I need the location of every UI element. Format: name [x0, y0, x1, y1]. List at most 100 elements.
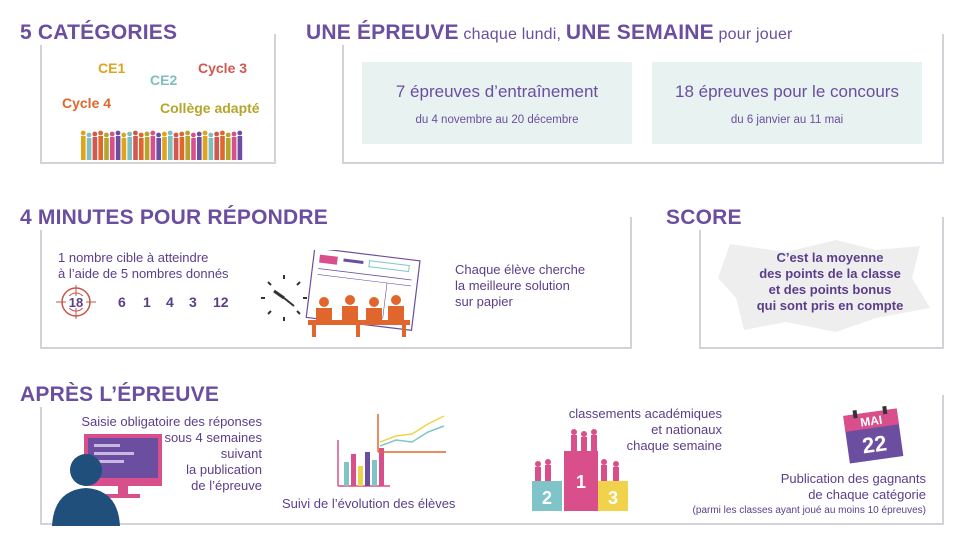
person-body: [121, 138, 127, 160]
person-head: [225, 132, 231, 138]
categories-title: 5 CATÉGORIES: [20, 21, 186, 45]
target-line2: à l’aide de 5 nombres donnés: [58, 266, 229, 281]
person-head: [92, 131, 98, 137]
person-head: [196, 131, 202, 137]
contest-dates: du 6 janvier au 11 mai: [730, 114, 844, 126]
classements-line3: chaque semaine: [626, 438, 722, 453]
classroom-illustration: [305, 250, 421, 337]
person-body: [127, 137, 132, 160]
person-body: [162, 137, 167, 160]
contest-box: 18 épreuves pour le concours du 6 janvie…: [652, 62, 922, 144]
person-head: [133, 130, 138, 136]
saisie-description: Saisie obligatoire des réponses sous 4 s…: [62, 414, 262, 494]
saisie-line3: suivant: [220, 446, 262, 461]
given-number-2: 1: [143, 294, 151, 310]
podium-illustration: 2 1 3: [532, 429, 628, 511]
target-value: 18: [69, 295, 83, 310]
person-body: [115, 136, 121, 160]
classements-line1: classements académiques: [568, 406, 722, 421]
person-head: [144, 131, 150, 137]
person-body: [133, 136, 138, 160]
category-college-adapte: Collège adapté: [160, 100, 260, 116]
person-head: [150, 130, 156, 136]
score-burst-shape: [718, 240, 930, 332]
person-body: [231, 137, 237, 160]
student-line3: sur papier: [455, 294, 513, 309]
student-description: Chaque élève cherche la meilleure soluti…: [455, 262, 585, 310]
person-head: [191, 132, 196, 138]
clock-icon: [261, 275, 307, 321]
person-body: [237, 136, 243, 160]
person-head: [80, 130, 86, 136]
suivi-label: Suivi de l’évolution des élèves: [282, 496, 456, 511]
person-body: [208, 138, 214, 160]
person-head: [214, 131, 220, 137]
target-line1: 1 nombre cible à atteindre: [58, 250, 209, 265]
person-body: [226, 138, 231, 160]
person-body: [104, 138, 109, 160]
publication-line2: de chaque catégorie: [808, 487, 926, 502]
given-number-3: 4: [166, 294, 174, 310]
student-line2: la meilleure solution: [455, 278, 570, 293]
person-head: [156, 132, 161, 138]
person-head: [104, 132, 109, 138]
given-number-4: 3: [189, 294, 197, 310]
person-head: [98, 130, 103, 136]
person-head: [115, 130, 121, 136]
person-head: [167, 130, 173, 136]
score-line2: des points de la classe: [759, 266, 901, 281]
people-illustration: [80, 130, 243, 160]
person-body: [81, 136, 86, 160]
person-body: [179, 137, 185, 160]
epreuve-title: UNE ÉPREUVE chaque lundi, UNE SEMAINE po…: [306, 21, 801, 45]
podium-first: 1: [576, 472, 586, 492]
epreuve-frame: [342, 34, 944, 164]
person-head: [121, 132, 127, 138]
category-ce1: CE1: [98, 60, 126, 76]
given-number-5: 12: [213, 294, 229, 310]
person-body: [202, 136, 208, 160]
saisie-line2: sous 4 semaines: [164, 430, 262, 445]
person-body: [156, 138, 161, 160]
training-box: 7 épreuves d’entraînement du 4 novembre …: [362, 62, 632, 144]
person-body: [110, 137, 115, 160]
publication-description: Publication des gagnants de chaque catég…: [740, 471, 926, 503]
calendar-icon: MAI 22: [843, 405, 904, 464]
person-head: [202, 130, 208, 136]
minutes-frame: [40, 217, 632, 349]
score-title: SCORE: [666, 206, 750, 230]
person-body: [86, 138, 92, 160]
saisie-line1: Saisie obligatoire des réponses: [81, 414, 262, 429]
apres-title: APRÈS L’ÉPREUVE: [20, 383, 228, 407]
minutes-title: 4 MINUTES POUR RÉPONDRE: [20, 206, 336, 230]
podium-third: 3: [608, 488, 618, 508]
calendar-month: MAI: [859, 413, 883, 430]
saisie-line5: de l’épreuve: [191, 478, 262, 493]
score-description: C’est la moyenne des points de la classe…: [740, 250, 920, 314]
training-title: 7 épreuves d’entraînement: [395, 82, 599, 101]
category-cycle3: Cycle 3: [198, 60, 248, 76]
person-head: [208, 132, 214, 138]
saisie-line4: la publication: [186, 462, 262, 477]
student-line1: Chaque élève cherche: [455, 262, 586, 277]
person-head: [138, 132, 144, 138]
training-dates: du 4 novembre au 20 décembre: [415, 114, 579, 126]
epreuve-title-d: pour jouer: [713, 26, 793, 43]
person-head: [173, 132, 179, 138]
publication-line1: Publication des gagnants: [780, 471, 926, 486]
person-body: [197, 137, 202, 160]
person-head: [162, 131, 167, 137]
person-head: [86, 132, 92, 138]
calendar-day: 22: [861, 430, 889, 458]
person-body: [173, 138, 179, 160]
person-head: [109, 131, 115, 137]
category-ce2: CE2: [150, 72, 178, 88]
person-body: [150, 136, 156, 160]
person-body: [144, 137, 150, 160]
epreuve-title-b: chaque lundi,: [458, 26, 566, 43]
person-body: [191, 138, 196, 160]
score-frame: [699, 217, 944, 349]
person-body: [139, 138, 144, 160]
person-body: [92, 137, 98, 160]
person-head: [127, 131, 132, 137]
